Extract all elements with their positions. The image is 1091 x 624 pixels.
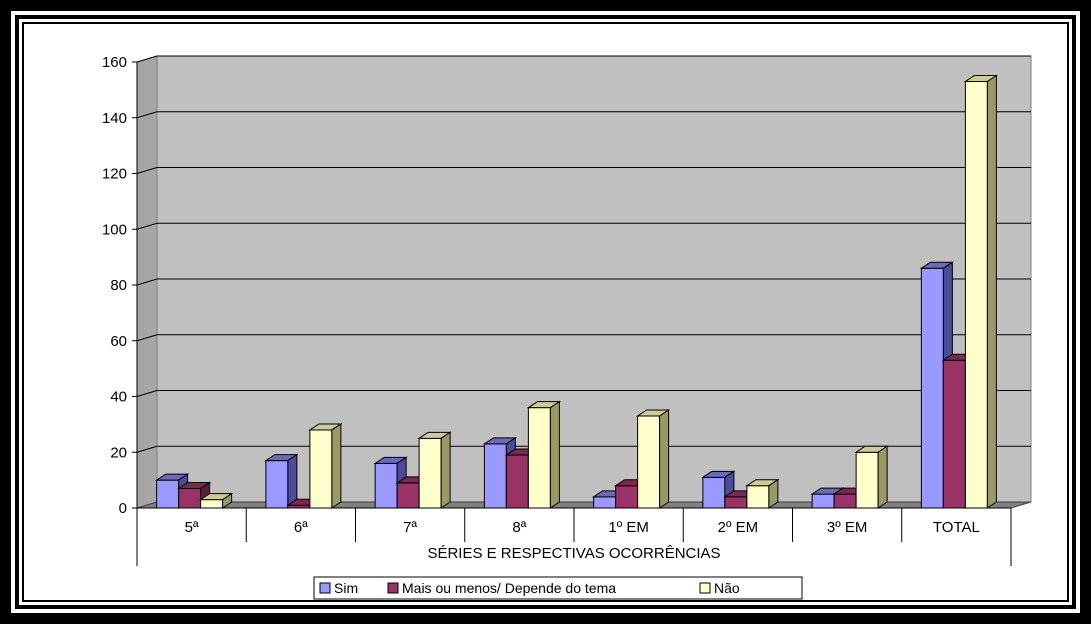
gridlines [136,55,1031,453]
bar-side [768,478,779,509]
legend-swatch [699,582,711,594]
bar-front [418,437,442,509]
gridline [136,111,1031,119]
bar [701,470,736,509]
legend-label: Mais ou menos/ Depende do tema [402,580,616,596]
plot-area [136,55,1032,509]
y-axis: 0 20 40 60 80 100 120 140 160 [102,54,138,517]
gridline [136,278,1031,286]
y-tick-label: 80 [110,277,127,294]
bar [963,74,999,509]
y-tick-label: 100 [102,221,127,238]
y-tick-label: 120 [102,166,127,183]
y-tick-label: 140 [102,110,127,127]
gridline [136,445,1031,453]
legend-label: Não [714,580,740,596]
bar-front [156,479,180,509]
bar-side [877,445,888,509]
bar-front [746,485,770,509]
bar-side [222,492,233,509]
bar-side [440,431,451,509]
bar-front [637,415,661,509]
bar [264,453,299,509]
bar [198,492,234,509]
y-tick-label: 20 [110,444,127,461]
bar [854,445,889,509]
y-tick-label: 40 [110,389,127,406]
gridline [136,222,1031,230]
bar-front [855,451,879,509]
bar-front [702,476,726,509]
x-axis-title: SÉRIES E RESPECTIVAS OCORRÊNCIAS [427,545,720,562]
bar-side [549,400,560,509]
bar [308,423,343,509]
inner-frame [15,15,1076,609]
bar-side [659,409,670,509]
legend-label: Sim [334,580,358,596]
bar-front [942,359,966,509]
bar-front [724,496,748,509]
bar-front [505,454,529,509]
gridline [136,167,1031,174]
x-tick-label: 6ª [294,519,308,536]
bar-side [331,423,342,509]
x-tick-label: TOTAL [933,519,980,536]
gridline [136,55,1031,63]
bar-front [615,485,639,509]
bar-front [374,462,398,509]
bar-front [200,499,224,509]
bar-front [396,482,420,509]
legend-swatch [387,582,399,594]
y-tick-label: 160 [102,54,127,71]
x-tick-label: 1º EM [608,519,649,536]
bar [635,409,671,509]
bar-side [986,74,997,509]
bar-front [178,487,202,509]
bar [526,400,562,509]
bar-front [483,443,507,509]
legend: Sim Mais ou menos/ Depende do tema Não [313,576,803,600]
bar-front [265,460,289,509]
y-tick-label: 0 [119,500,127,517]
gridline [136,390,1031,397]
bar [745,478,780,509]
bar-front [593,496,617,509]
x-tick-label: 8ª [512,519,526,536]
y-tick-label: 60 [110,333,127,350]
bar-front [811,493,835,509]
bar-front [309,429,333,509]
legend-swatch [319,582,331,594]
bar-front [920,267,944,509]
x-tick-label: 2º EM [718,519,759,536]
x-tick-label: 7ª [403,519,417,536]
bar-front [833,493,857,509]
bar-front [527,407,551,509]
bar [417,431,452,509]
inner-frame-2 [22,22,1069,602]
legend-box [313,576,803,600]
x-tick-label: 3º EM [827,519,868,536]
bars [154,74,999,509]
bar-front [964,81,988,509]
gridline [136,334,1031,342]
x-tick-label: 5ª [185,519,199,536]
